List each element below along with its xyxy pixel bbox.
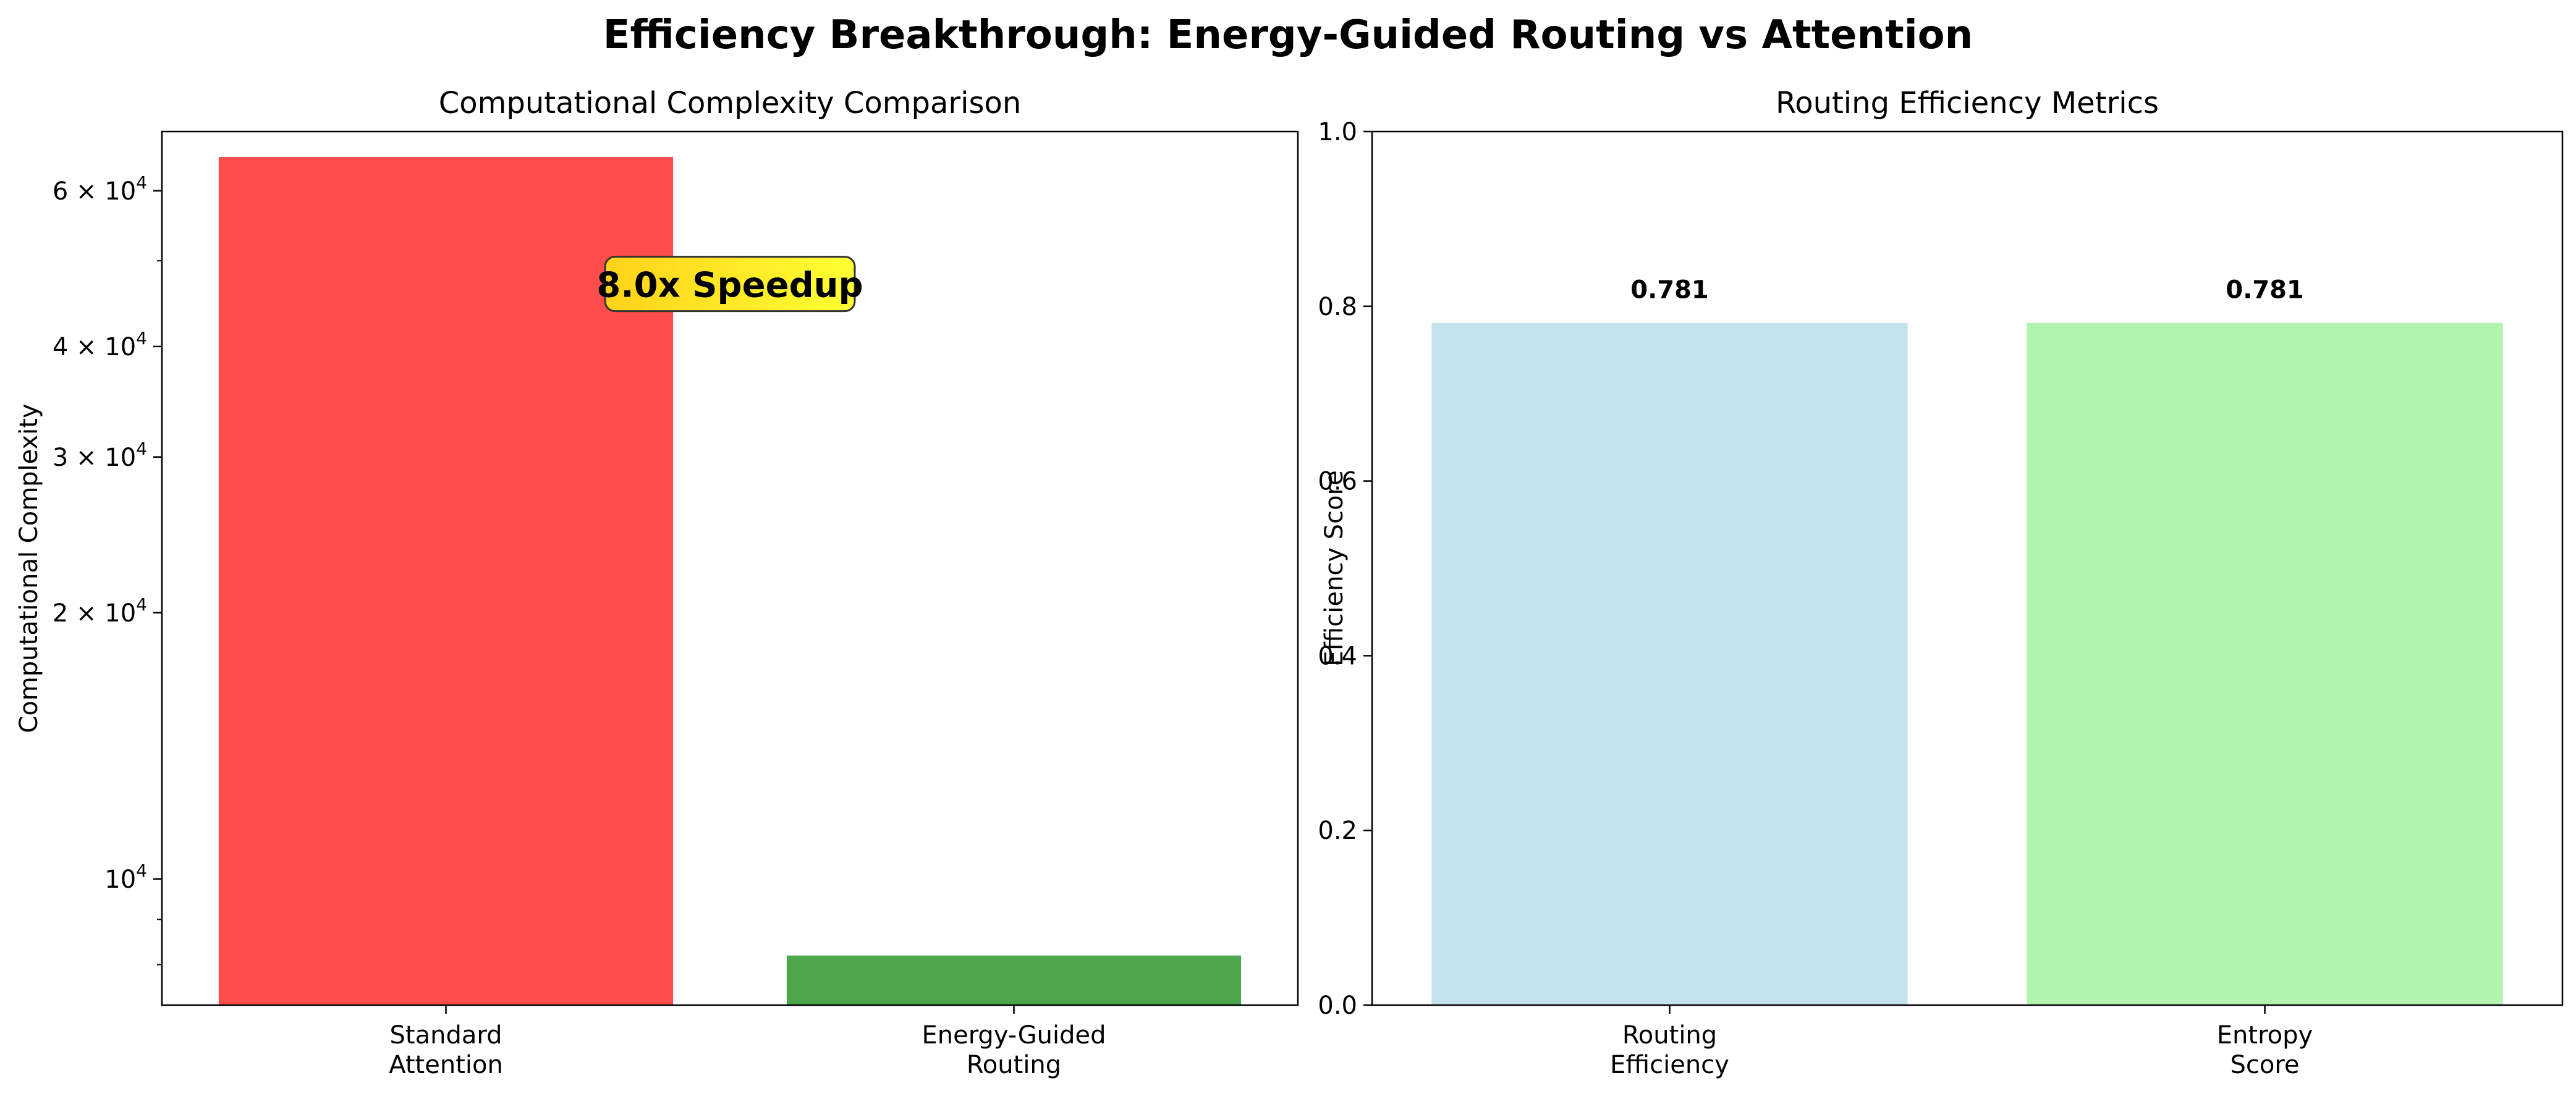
x-tick-label: Routing — [1622, 1021, 1717, 1050]
bar-value-label: 0.781 — [1630, 276, 1709, 305]
y-tick-label: 104 — [104, 861, 147, 894]
bar-1 — [1431, 322, 1908, 1005]
x-tick-label: Routing — [967, 1051, 1061, 1079]
y-tick-label: 3 × 104 — [53, 439, 147, 472]
y-tick-label: 0.0 — [1318, 992, 1357, 1020]
bar-2 — [786, 955, 1242, 1005]
y-tick-label: 0.6 — [1318, 468, 1357, 496]
bar-2 — [2027, 322, 2503, 1005]
x-tick-label: Efficiency — [1610, 1051, 1729, 1079]
x-tick-label: Energy-Guided — [922, 1021, 1106, 1050]
speedup-box — [604, 256, 856, 313]
y-tick-label: 1.0 — [1318, 118, 1357, 146]
y-tick-label: 2 × 104 — [53, 594, 147, 628]
speedup-annotation: 8.0x Speedup — [596, 266, 863, 306]
y-axis-label: Efficiency Score — [1320, 470, 1349, 666]
axes-title: Routing Efficiency Metrics — [1776, 86, 2159, 120]
bar-value-label: 0.781 — [2226, 276, 2304, 305]
y-tick-label: 0.8 — [1318, 293, 1357, 321]
bar-1 — [218, 156, 674, 1005]
figure-suptitle: Efficiency Breakthrough: Energy-Guided R… — [603, 12, 1973, 58]
x-tick-label: Attention — [389, 1051, 503, 1079]
plot-frame — [1371, 130, 2564, 1006]
y-axis-label: Computational Complexity — [15, 403, 43, 733]
x-tick-label: Entropy — [2217, 1021, 2313, 1050]
x-tick-label: Score — [2230, 1051, 2299, 1079]
axes-title: Computational Complexity Comparison — [439, 86, 1021, 120]
x-tick-label: Standard — [390, 1021, 502, 1050]
y-tick-label: 0.2 — [1318, 817, 1357, 845]
plot-frame — [161, 130, 1299, 1006]
y-tick-label: 0.4 — [1318, 642, 1357, 670]
y-tick-label: 4 × 104 — [53, 328, 147, 361]
y-tick-label: 6 × 104 — [53, 172, 147, 206]
